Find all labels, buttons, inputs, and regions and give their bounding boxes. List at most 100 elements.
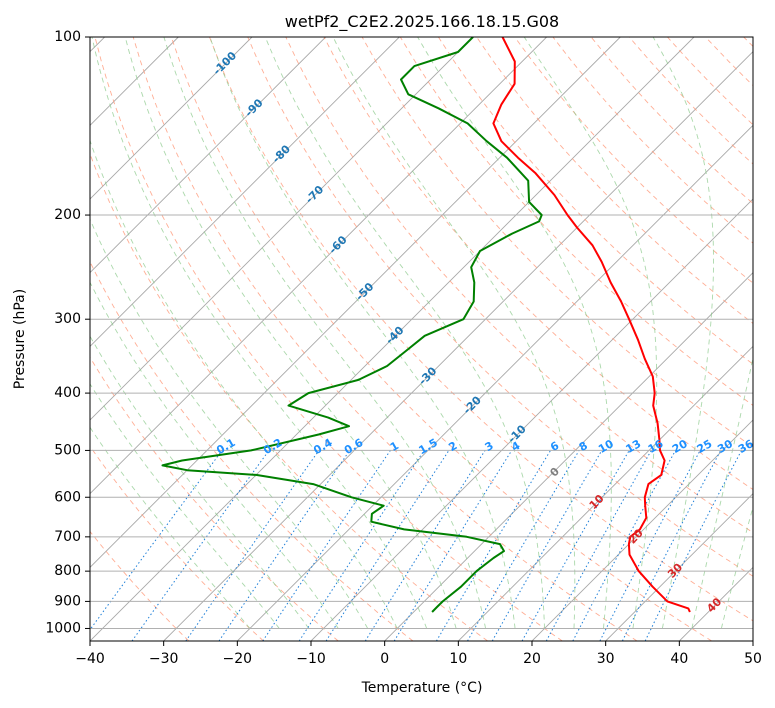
isotherm-line [384, 272, 753, 641]
x-tick-label: 0 [380, 651, 389, 667]
mixing-ratio-line [185, 450, 320, 641]
x-tick-label: −40 [75, 651, 105, 667]
moist-adiabat-line [417, 37, 612, 629]
dry-adiabat-line [247, 37, 753, 577]
mixing-ratio-line [644, 450, 742, 641]
dry-adiabat-line [476, 37, 753, 325]
moist-adiabat-line [691, 355, 753, 629]
mixing-ratio-label: 3 [483, 439, 496, 454]
x-axis-label: Temperature (°C) [361, 680, 483, 696]
moist-adiabat-line [90, 335, 310, 629]
temperature-trace [492, 37, 691, 613]
y-tick-label: 900 [54, 593, 81, 609]
dry-adiabat-line [705, 37, 753, 87]
dry-adiabat-line [170, 37, 712, 641]
moist-adiabat-line [264, 37, 545, 629]
dry-adiabat-line [438, 37, 753, 365]
moist-adiabat-line [523, 37, 658, 629]
y-tick-label: 1000 [45, 620, 81, 636]
y-tick-label: 400 [54, 385, 81, 401]
warm-isotherm-label: 40 [704, 595, 724, 615]
x-tick-label: 50 [744, 651, 762, 667]
mixing-ratio-line [599, 450, 701, 641]
y-tick-label: 100 [54, 29, 81, 45]
mixing-ratio-label: 16 [646, 437, 666, 456]
x-tick-label: 30 [597, 651, 615, 667]
dry-adiabat-line [667, 37, 753, 126]
mixing-ratio-label: 10 [596, 437, 616, 456]
moist-adiabat-line [720, 505, 753, 629]
mixing-ratio-line [298, 450, 425, 641]
dry-adiabat-line [132, 37, 638, 641]
dry-adiabat-line [590, 37, 753, 205]
isotherm-label: -20 [461, 393, 484, 416]
mixing-ratio-line [435, 450, 552, 641]
mixing-ratio-line [131, 450, 270, 641]
dry-adiabat-line [399, 37, 753, 406]
moist-adiabat-line [163, 37, 487, 629]
y-tick-label: 800 [54, 563, 81, 579]
isotherm-line [90, 37, 474, 421]
isotherm-label: -40 [383, 324, 406, 347]
mixing-ratio-label: 0.6 [342, 436, 366, 457]
warm-isotherm-label: 30 [665, 561, 685, 581]
dry-adiabat-line [552, 37, 753, 244]
sounding-traces [161, 37, 691, 613]
mixing-ratio-label: 8 [577, 439, 590, 454]
y-tick-label: 600 [54, 489, 81, 505]
isotherm-line [752, 640, 753, 641]
dry-adiabat-line [94, 37, 563, 641]
zero-isotherm-label: 0 [547, 465, 562, 480]
mixing-ratio-line [325, 450, 450, 641]
dry-adiabat-line [285, 37, 753, 534]
isotherm-line [605, 493, 753, 641]
isotherm-line [90, 37, 253, 200]
dry-adiabat-line [90, 152, 488, 641]
mixing-ratio-line [262, 450, 391, 641]
moist-adiabat-line [332, 37, 576, 629]
mixing-ratio-label: 1.5 [416, 436, 439, 457]
isotherm-label: -30 [416, 364, 439, 387]
isotherm-line [163, 51, 753, 641]
y-tick-label: 700 [54, 529, 81, 545]
mixing-ratio-label: 25 [695, 437, 715, 456]
isotherm-line [90, 37, 400, 347]
moist-adiabat-line [90, 218, 369, 629]
y-axis-label: Pressure (hPa) [12, 289, 28, 389]
dry-adiabat-line [743, 37, 753, 48]
dewpoint-trace [161, 37, 543, 613]
mixing-ratio-label: 13 [624, 437, 644, 456]
dry-adiabat-line [209, 37, 753, 622]
isotherm-line [531, 419, 753, 641]
y-tick-label: 300 [54, 311, 81, 327]
dry-adiabat-line [514, 37, 753, 284]
moist-adiabat-line [90, 383, 280, 629]
mixing-ratio-label: 4 [509, 439, 522, 454]
y-axis: 100 200 300 400 500 600 700 800 900 1000 [45, 29, 90, 636]
dry-adiabat-line [90, 356, 339, 641]
y-tick-label: 500 [54, 442, 81, 458]
grid-lines [90, 36, 753, 629]
line-labels: -100-90-80-70-60-50-40-30-20-100.1 0.2 0.4… [211, 49, 757, 615]
isotherm-line [90, 37, 547, 495]
isotherm-label: -100 [211, 49, 240, 78]
mixing-ratio-line [364, 450, 486, 641]
isotherm-line [679, 566, 753, 641]
moist-adiabat-line [90, 139, 398, 629]
moist-adiabat-line [652, 37, 714, 629]
mixing-ratio-label: 30 [715, 437, 735, 456]
moist-adiabat-line [90, 426, 251, 629]
x-tick-label: −10 [296, 651, 326, 667]
x-tick-label: 20 [523, 651, 541, 667]
plot-frame [89, 36, 754, 642]
moist-adiabat-line [91, 37, 428, 629]
mixing-ratio-line [467, 450, 580, 641]
y-tick-label: 200 [54, 207, 81, 223]
x-tick-label: 10 [449, 651, 467, 667]
isotherm-label: -80 [270, 142, 293, 165]
background-lines [90, 37, 753, 641]
dry-adiabat-line [90, 260, 414, 641]
mixing-ratio-label: 20 [670, 437, 690, 456]
x-tick-label: −20 [223, 651, 253, 667]
